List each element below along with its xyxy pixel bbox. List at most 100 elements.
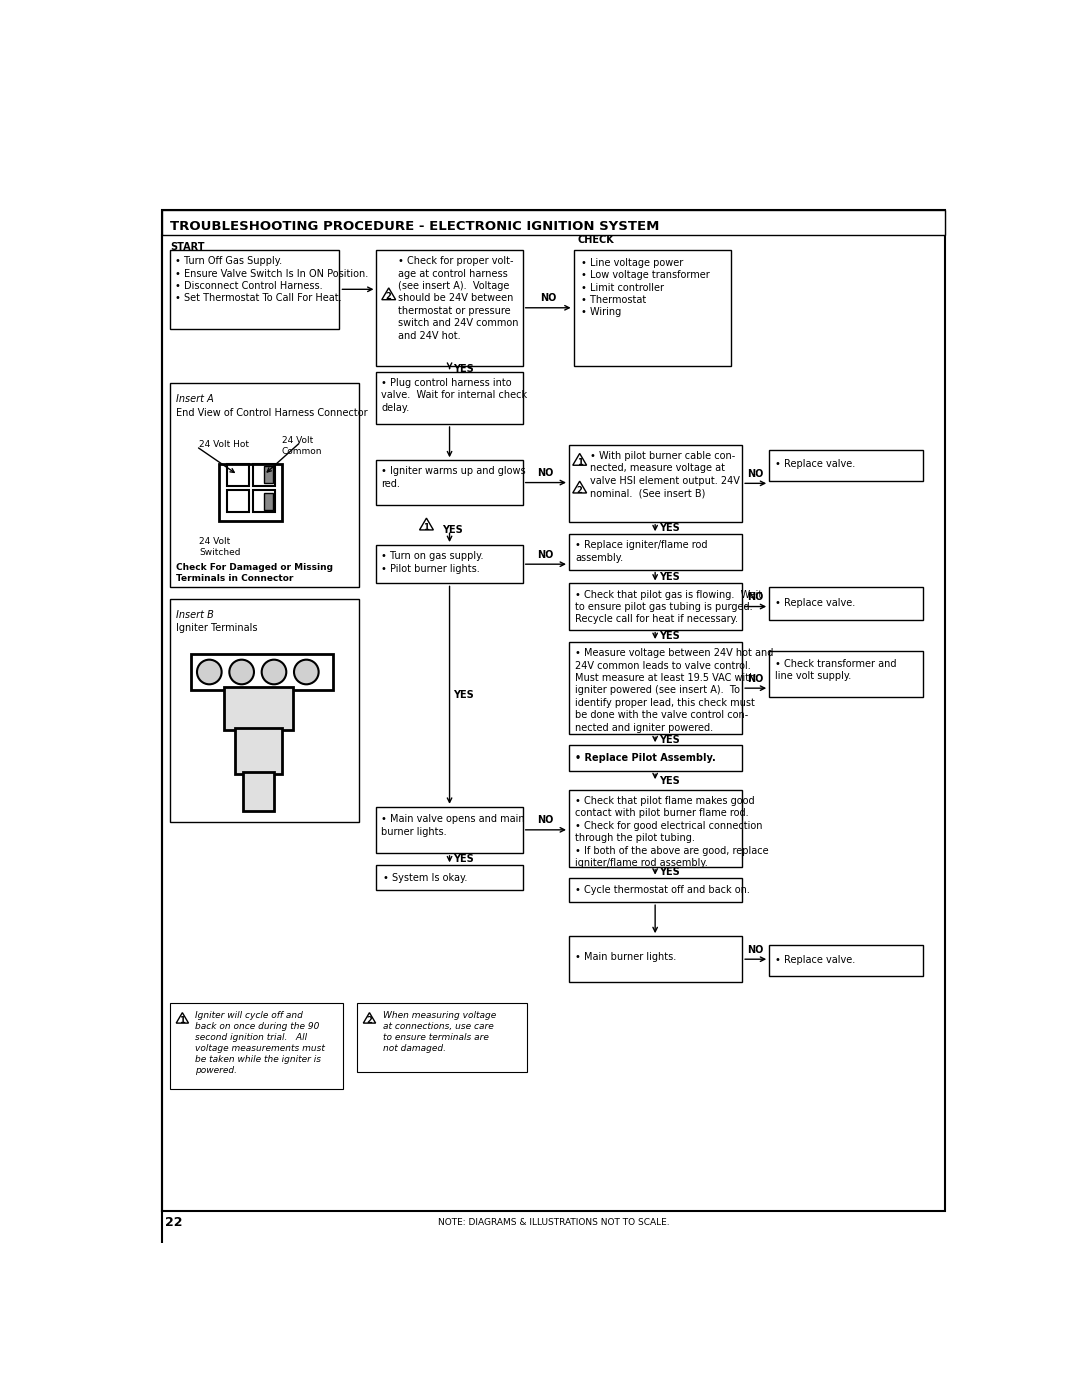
- Text: NO: NO: [747, 673, 764, 683]
- Bar: [377, 806, 523, 854]
- Bar: [573, 250, 731, 366]
- Bar: [769, 450, 923, 481]
- Text: 2: 2: [386, 292, 392, 302]
- Text: NO: NO: [747, 592, 764, 602]
- Polygon shape: [572, 454, 586, 465]
- Text: YES: YES: [659, 522, 679, 534]
- Bar: [377, 250, 523, 366]
- Bar: [219, 464, 283, 521]
- Text: NO: NO: [538, 549, 554, 560]
- Text: NO: NO: [538, 816, 554, 826]
- Text: YES: YES: [454, 854, 474, 865]
- Text: • Replace Pilot Assembly.: • Replace Pilot Assembly.: [575, 753, 716, 763]
- Text: NO: NO: [538, 468, 554, 478]
- Bar: [357, 1003, 527, 1073]
- Text: NO: NO: [747, 469, 764, 479]
- Text: 1: 1: [179, 1016, 186, 1025]
- Text: YES: YES: [659, 775, 679, 785]
- Bar: [769, 946, 923, 977]
- Bar: [170, 1003, 343, 1090]
- Bar: [264, 493, 273, 510]
- Text: • Main burner lights.: • Main burner lights.: [575, 951, 676, 961]
- Bar: [235, 728, 282, 774]
- Text: YES: YES: [659, 735, 679, 745]
- Text: YES: YES: [442, 525, 462, 535]
- Text: • Line voltage power
• Low voltage transformer
• Limit controller
• Thermostat
•: • Line voltage power • Low voltage trans…: [581, 257, 710, 317]
- Text: YES: YES: [659, 631, 679, 641]
- Text: NOTE: DIAGRAMS & ILLUSTRATIONS NOT TO SCALE.: NOTE: DIAGRAMS & ILLUSTRATIONS NOT TO SC…: [437, 1218, 670, 1227]
- Text: Igniter will cycle off and
back on once during the 90
second ignition trial.   A: Igniter will cycle off and back on once …: [195, 1011, 325, 1076]
- Bar: [569, 745, 742, 771]
- Circle shape: [197, 659, 221, 685]
- Bar: [377, 865, 523, 890]
- Text: • Replace valve.: • Replace valve.: [775, 954, 855, 964]
- Bar: [569, 444, 742, 522]
- Text: YES: YES: [454, 690, 474, 700]
- Text: End View of Control Harness Connector: End View of Control Harness Connector: [176, 408, 368, 418]
- Polygon shape: [572, 481, 586, 493]
- Bar: [569, 534, 742, 570]
- Bar: [170, 599, 359, 823]
- Bar: [162, 210, 945, 236]
- Bar: [377, 460, 523, 504]
- Circle shape: [261, 659, 286, 685]
- Text: • Measure voltage between 24V hot and
24V common leads to valve control.
Must me: • Measure voltage between 24V hot and 24…: [575, 648, 773, 732]
- Bar: [769, 651, 923, 697]
- Bar: [264, 467, 273, 483]
- Bar: [227, 490, 248, 511]
- Text: CHECK: CHECK: [578, 236, 615, 246]
- Text: • Turn on gas supply.
• Pilot burner lights.: • Turn on gas supply. • Pilot burner lig…: [381, 550, 484, 574]
- Text: • Check that pilot flame makes good
contact with pilot burner flame rod.
• Check: • Check that pilot flame makes good cont…: [575, 796, 769, 868]
- Text: 24 Volt
Switched: 24 Volt Switched: [200, 538, 241, 557]
- Text: • With pilot burner cable con-
nected, measure voltage at
valve HSI element outp: • With pilot burner cable con- nected, m…: [591, 451, 740, 499]
- Text: • Main valve opens and main
burner lights.: • Main valve opens and main burner light…: [381, 814, 525, 837]
- Text: • Replace valve.: • Replace valve.: [775, 598, 855, 608]
- Circle shape: [229, 659, 254, 685]
- Bar: [224, 687, 294, 729]
- Bar: [253, 464, 274, 486]
- Text: • Replace igniter/flame rod
assembly.: • Replace igniter/flame rod assembly.: [575, 541, 707, 563]
- Text: • Turn Off Gas Supply.
• Ensure Valve Switch Is In ON Position.
• Disconnect Con: • Turn Off Gas Supply. • Ensure Valve Sw…: [175, 256, 368, 303]
- Text: 1: 1: [423, 522, 430, 532]
- Text: Igniter Terminals: Igniter Terminals: [176, 623, 258, 633]
- Text: NO: NO: [747, 944, 764, 954]
- Text: • Igniter warms up and glows
red.: • Igniter warms up and glows red.: [381, 467, 526, 489]
- Text: • Replace valve.: • Replace valve.: [775, 460, 855, 469]
- Bar: [569, 643, 742, 735]
- Text: When measuring voltage
at connections, use care
to ensure terminals are
not dama: When measuring voltage at connections, u…: [382, 1011, 496, 1053]
- Bar: [769, 587, 923, 620]
- Bar: [377, 545, 523, 584]
- Text: • Cycle thermostat off and back on.: • Cycle thermostat off and back on.: [575, 886, 750, 895]
- Text: 1: 1: [577, 458, 582, 467]
- Text: YES: YES: [659, 571, 679, 581]
- Text: TROUBLESHOOTING PROCEDURE - ELECTRONIC IGNITION SYSTEM: TROUBLESHOOTING PROCEDURE - ELECTRONIC I…: [170, 221, 660, 233]
- Polygon shape: [176, 1013, 189, 1023]
- Text: 22: 22: [164, 1215, 183, 1229]
- Text: • Check transformer and
line volt supply.: • Check transformer and line volt supply…: [775, 659, 896, 682]
- Bar: [569, 789, 742, 866]
- Circle shape: [294, 659, 319, 685]
- Bar: [243, 773, 274, 810]
- Text: 24 Volt
Common: 24 Volt Common: [282, 436, 322, 455]
- Polygon shape: [363, 1013, 376, 1023]
- Text: • System Is okay.: • System Is okay.: [382, 873, 467, 883]
- Text: 2: 2: [577, 486, 582, 495]
- Polygon shape: [382, 288, 395, 300]
- Bar: [170, 250, 339, 330]
- Text: YES: YES: [454, 363, 474, 373]
- Text: YES: YES: [659, 868, 679, 877]
- Text: • Check that pilot gas is flowing.  Wait
to ensure pilot gas tubing is purged.
R: • Check that pilot gas is flowing. Wait …: [575, 590, 762, 624]
- Text: NO: NO: [540, 293, 556, 303]
- Text: • Check for proper volt-
age at control harness
(see insert A).  Voltage
should : • Check for proper volt- age at control …: [397, 256, 518, 341]
- Text: START: START: [170, 242, 204, 253]
- Bar: [170, 383, 359, 587]
- Text: Insert A: Insert A: [176, 394, 214, 404]
- Bar: [227, 464, 248, 486]
- Bar: [377, 372, 523, 425]
- Bar: [569, 584, 742, 630]
- Text: 2: 2: [366, 1016, 373, 1025]
- Text: Check For Damaged or Missing
Terminals in Connector: Check For Damaged or Missing Terminals i…: [176, 563, 334, 583]
- Text: • Plug control harness into
valve.  Wait for internal check
delay.: • Plug control harness into valve. Wait …: [381, 377, 527, 412]
- Text: 24 Volt Hot: 24 Volt Hot: [200, 440, 249, 450]
- Text: Insert B: Insert B: [176, 609, 214, 620]
